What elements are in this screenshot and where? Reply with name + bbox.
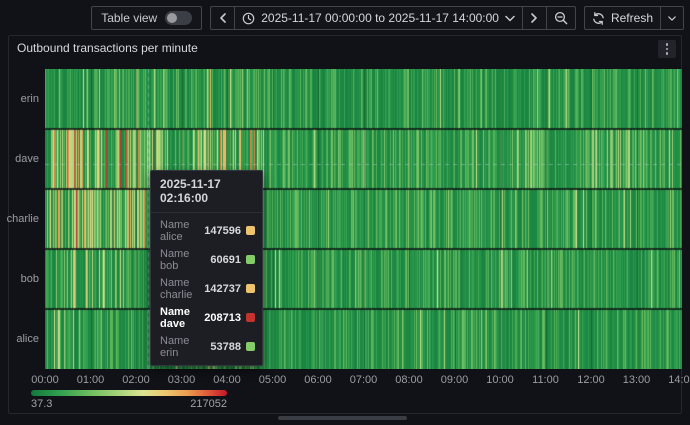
time-range-label: 2025-11-17 00:00:00 to 2025-11-17 14:00:… — [261, 11, 499, 25]
zoom-out-icon — [554, 11, 568, 25]
refresh-label: Refresh — [610, 11, 653, 25]
x-tick-label: 02:00 — [122, 374, 150, 386]
tooltip-row-bob: Name bob 60691 — [151, 245, 262, 274]
legend-max-value: 217052 — [190, 398, 227, 410]
refresh-icon — [593, 11, 604, 25]
y-tick-label: dave — [15, 153, 39, 165]
color-scale-legend — [31, 390, 227, 396]
color-scale-labels: 37.3 217052 — [31, 398, 227, 410]
series-color-swatch — [246, 255, 255, 264]
refresh-button[interactable]: Refresh — [585, 7, 661, 29]
y-tick-label: bob — [20, 273, 39, 285]
x-tick-label: 11:00 — [532, 374, 559, 386]
tooltip-row-charlie: Name charlie 142737 — [151, 274, 262, 303]
x-tick-label: 03:00 — [167, 374, 196, 386]
x-tick-label: 05:00 — [258, 374, 287, 386]
x-tick-label: 12:00 — [577, 374, 605, 386]
x-tick-label: 04:00 — [213, 374, 241, 386]
chevron-down-icon — [505, 15, 515, 21]
table-view-toggle[interactable] — [165, 11, 193, 25]
hover-tooltip: 2025-11-17 02:16:00 Name alice 147596 Na… — [150, 170, 263, 366]
x-tick-label: 08:00 — [395, 374, 423, 386]
series-color-swatch — [246, 313, 255, 322]
panel-title: Outbound transactions per minute — [17, 41, 198, 55]
y-axis-labels: erin dave charlie bob alice — [6, 69, 39, 369]
toggle-knob — [167, 13, 178, 23]
tooltip-row-dave: Name dave 208713 — [151, 303, 262, 332]
x-tick-label: 09:00 — [440, 374, 469, 386]
panel-menu-button[interactable] — [658, 40, 676, 58]
tooltip-row-alice: Name alice 147596 — [151, 216, 262, 245]
tooltip-timestamp: 2025-11-17 02:16:00 — [151, 171, 262, 213]
table-view-control: Table view — [91, 6, 203, 30]
series-color-swatch — [246, 226, 255, 235]
x-tick-label: 07:00 — [349, 374, 378, 386]
kebab-icon — [665, 43, 669, 46]
x-tick-label: 13:00 — [622, 374, 651, 386]
time-zoom-out-button[interactable] — [547, 7, 575, 29]
top-toolbar: Table view 2025-11-17 00:00:00 to 2025-1… — [91, 6, 684, 30]
x-tick-label: 00:00 — [31, 374, 59, 386]
time-picker-group: 2025-11-17 00:00:00 to 2025-11-17 14:00:… — [210, 6, 576, 30]
chevron-down-icon — [668, 15, 676, 21]
chevron-left-icon — [219, 13, 226, 23]
clock-icon — [242, 12, 255, 24]
series-color-swatch — [246, 284, 255, 293]
refresh-interval-button[interactable] — [661, 7, 683, 29]
time-shift-back-button[interactable] — [211, 7, 236, 29]
horizontal-scrollbar-thumb[interactable] — [278, 416, 407, 420]
x-tick-label: 01:00 — [76, 374, 105, 386]
time-shift-forward-button[interactable] — [523, 7, 547, 29]
panel-header[interactable]: Outbound transactions per minute — [9, 36, 681, 60]
legend-min-value: 37.3 — [31, 398, 53, 410]
heatmap-canvas[interactable] — [45, 69, 682, 369]
table-view-label: Table view — [101, 11, 158, 25]
chevron-right-icon — [531, 13, 538, 23]
refresh-group: Refresh — [583, 6, 684, 30]
y-tick-label: charlie — [6, 213, 39, 225]
x-tick-label: 10:00 — [486, 374, 514, 386]
x-tick-label: 14:00 — [668, 374, 690, 386]
tooltip-row-erin: Name erin 53788 — [151, 332, 262, 361]
series-color-swatch — [246, 342, 255, 351]
x-axis-labels: 00:00 01:00 02:00 03:00 04:00 05:00 06:00 07:00… — [31, 374, 690, 388]
y-tick-label: erin — [20, 93, 39, 105]
time-range-button[interactable]: 2025-11-17 00:00:00 to 2025-11-17 14:00:… — [235, 7, 523, 29]
panel-outbound-transactions: Outbound transactions per minute erin dav… — [6, 35, 690, 414]
x-tick-label: 06:00 — [304, 374, 332, 386]
y-tick-label: alice — [16, 333, 39, 345]
